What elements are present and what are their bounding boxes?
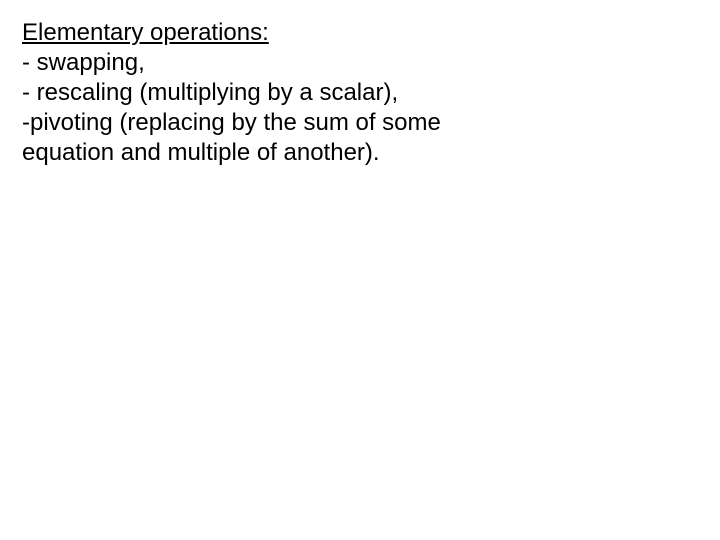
list-item: -pivoting (replacing by the sum of some [22, 109, 441, 136]
slide-title: Elementary operations: [22, 19, 269, 46]
list-item: - rescaling (multiplying by a scalar), [22, 79, 398, 106]
list-item: equation and multiple of another). [22, 139, 380, 166]
list-item: - swapping, [22, 49, 145, 76]
slide-content: Elementary operations: - swapping, - res… [0, 0, 720, 186]
